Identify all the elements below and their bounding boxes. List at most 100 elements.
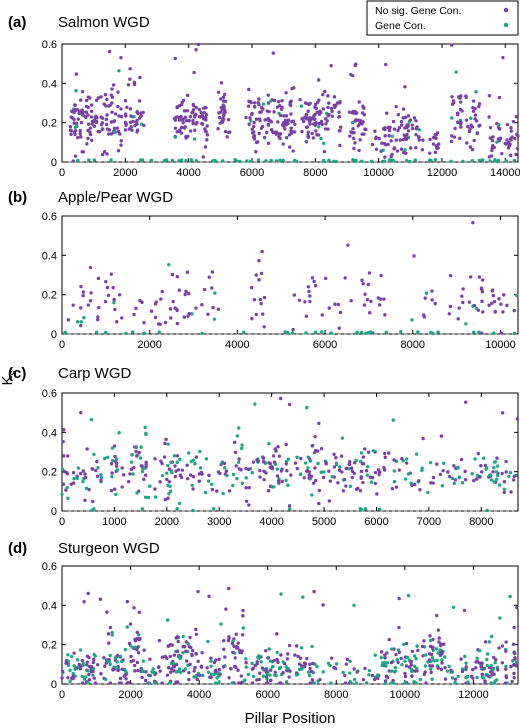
point-no-conversion xyxy=(313,283,318,288)
point-no-conversion xyxy=(131,119,135,124)
point-gene-conversion xyxy=(261,102,266,106)
point-no-conversion xyxy=(222,647,226,652)
point-no-conversion xyxy=(343,681,348,685)
panel-letter: (c) xyxy=(8,365,26,382)
point-no-conversion xyxy=(342,477,347,482)
point-no-conversion xyxy=(79,284,83,289)
point-no-conversion xyxy=(194,652,198,656)
point-gene-conversion xyxy=(144,432,148,437)
point-no-conversion xyxy=(401,107,406,111)
point-no-conversion xyxy=(108,681,113,685)
point-no-conversion xyxy=(406,123,410,127)
point-gene-conversion xyxy=(275,467,280,471)
point-no-conversion xyxy=(404,151,408,155)
point-no-conversion xyxy=(172,653,177,657)
point-no-conversion xyxy=(509,129,514,133)
point-gene-conversion xyxy=(91,673,95,677)
point-no-conversion xyxy=(329,656,334,660)
point-no-conversion xyxy=(181,120,185,125)
point-no-conversion xyxy=(64,661,68,665)
point-no-conversion xyxy=(104,280,108,284)
point-no-conversion xyxy=(266,141,271,146)
point-no-conversion xyxy=(227,636,231,640)
point-no-conversion xyxy=(303,300,307,304)
point-no-conversion xyxy=(227,489,232,493)
y-tick-label: 0.4 xyxy=(42,250,57,262)
point-no-conversion xyxy=(410,126,415,131)
point-gene-conversion xyxy=(132,114,136,119)
point-no-conversion xyxy=(260,249,264,254)
point-no-conversion xyxy=(191,121,195,126)
point-no-conversion xyxy=(357,148,361,153)
point-no-conversion xyxy=(269,668,273,672)
point-gene-conversion xyxy=(492,480,496,484)
point-gene-conversion xyxy=(261,674,266,678)
point-no-conversion xyxy=(459,125,463,129)
point-no-conversion xyxy=(307,289,311,294)
point-no-conversion xyxy=(259,301,263,306)
point-no-conversion xyxy=(344,484,348,488)
point-no-conversion xyxy=(207,594,211,599)
point-gene-conversion xyxy=(259,660,263,664)
point-gene-conversion xyxy=(306,466,310,470)
point-gene-conversion xyxy=(404,457,409,461)
point-no-conversion xyxy=(456,317,460,321)
point-gene-conversion xyxy=(367,668,372,673)
point-no-conversion xyxy=(200,122,205,126)
point-no-conversion xyxy=(382,451,387,456)
point-no-conversion xyxy=(110,110,114,114)
point-no-conversion xyxy=(452,135,457,139)
point-no-conversion xyxy=(117,114,121,118)
point-no-conversion xyxy=(96,276,101,281)
point-no-conversion xyxy=(387,638,391,642)
point-no-conversion xyxy=(392,127,397,131)
point-no-conversion xyxy=(213,669,217,674)
point-no-conversion xyxy=(477,475,482,479)
point-gene-conversion xyxy=(480,675,485,679)
x-tick-label: 10000 xyxy=(363,167,394,179)
point-no-conversion xyxy=(105,97,109,102)
point-gene-conversion xyxy=(66,653,70,657)
point-no-conversion xyxy=(268,462,273,466)
point-no-conversion xyxy=(223,129,228,134)
point-no-conversion xyxy=(437,636,442,640)
point-no-conversion xyxy=(217,667,222,672)
point-no-conversion xyxy=(403,671,407,676)
point-gene-conversion xyxy=(332,159,336,164)
point-no-conversion xyxy=(100,152,105,157)
point-no-conversion xyxy=(125,681,130,685)
point-no-conversion xyxy=(118,676,123,681)
point-gene-conversion xyxy=(294,673,299,677)
point-gene-conversion xyxy=(300,666,305,670)
point-no-conversion xyxy=(360,278,364,282)
point-no-conversion xyxy=(326,127,330,131)
point-no-conversion xyxy=(73,103,77,108)
point-gene-conversion xyxy=(231,483,235,488)
point-gene-conversion xyxy=(452,481,456,486)
point-no-conversion xyxy=(219,105,223,110)
point-no-conversion xyxy=(85,660,89,664)
point-no-conversion xyxy=(399,119,404,124)
point-no-conversion xyxy=(254,273,258,277)
point-no-conversion xyxy=(157,638,162,643)
point-gene-conversion xyxy=(315,664,319,669)
point-no-conversion xyxy=(277,454,282,458)
point-gene-conversion xyxy=(464,322,468,326)
point-gene-conversion xyxy=(256,158,261,162)
point-no-conversion xyxy=(362,303,367,307)
point-gene-conversion xyxy=(235,434,240,438)
point-no-conversion xyxy=(205,124,209,128)
point-no-conversion xyxy=(102,656,106,660)
point-no-conversion xyxy=(488,125,493,130)
point-no-conversion xyxy=(236,641,240,645)
y-tick-label: 0.4 xyxy=(42,600,57,612)
point-no-conversion xyxy=(443,677,448,681)
point-no-conversion xyxy=(307,473,311,477)
legend-marker-conversion xyxy=(503,22,509,28)
point-gene-conversion xyxy=(178,656,182,661)
point-gene-conversion xyxy=(405,159,409,163)
point-no-conversion xyxy=(162,455,167,459)
point-no-conversion xyxy=(129,654,133,659)
point-gene-conversion xyxy=(348,671,352,675)
